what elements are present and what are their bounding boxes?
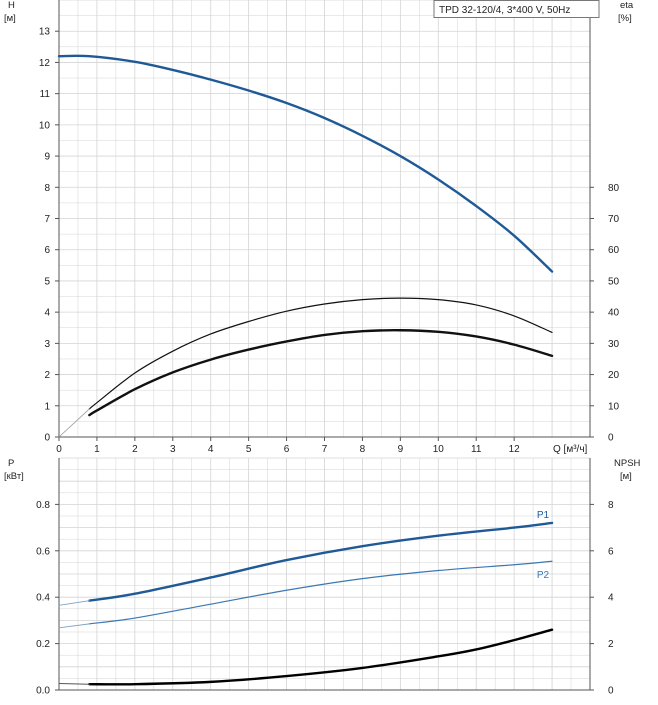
curve-p1_ext: [58, 600, 90, 606]
x-tick-label: 1: [94, 444, 100, 455]
left-tick-label: 2: [44, 370, 50, 381]
right-tick-label: 2: [608, 639, 614, 650]
x-tick-label: 8: [360, 444, 366, 455]
left-tick-label: 3: [44, 339, 50, 350]
x-tick-label: 7: [322, 444, 328, 455]
right-tick-label: 8: [608, 500, 614, 511]
x-tick-label: 2: [132, 444, 138, 455]
right-tick-label: 30: [608, 339, 620, 350]
left-tick-label: 12: [39, 58, 51, 69]
right-axis-title: eta: [620, 0, 634, 11]
x-tick-label: 11: [471, 444, 482, 455]
series-label-p2: P2: [537, 570, 550, 581]
right-tick-label: 0: [608, 686, 614, 697]
curve-eta_total: [88, 329, 554, 417]
right-tick-label: 50: [608, 276, 620, 287]
right-axis-unit: [%]: [618, 13, 632, 24]
series-label-p1: P1: [537, 510, 550, 521]
curve-p1: [88, 521, 554, 602]
right-axis-title: NPSH: [614, 458, 641, 469]
left-tick-label: 10: [39, 120, 51, 131]
left-tick-label: 0.2: [36, 639, 50, 650]
left-tick-label: 0.8: [36, 500, 50, 511]
x-tick-label: 0: [56, 444, 62, 455]
curve-npsh: [88, 628, 554, 686]
left-tick-label: 0: [44, 433, 50, 444]
x-tick-label: 6: [284, 444, 290, 455]
left-tick-label: 0.0: [36, 686, 50, 697]
left-tick-label: 5: [44, 276, 50, 287]
curve-eta_pump: [88, 297, 553, 410]
left-tick-label: 8: [44, 183, 50, 194]
left-axis-title: P: [8, 458, 14, 469]
x-tick-label: 12: [509, 444, 521, 455]
right-tick-label: 70: [608, 214, 620, 225]
left-axis-unit: [м]: [4, 13, 16, 24]
curve-eta_ext: [58, 408, 90, 438]
right-axis-unit: [м]: [620, 471, 632, 482]
right-tick-label: 0: [608, 433, 614, 444]
left-tick-label: 0.6: [36, 546, 50, 557]
left-tick-label: 11: [40, 89, 51, 100]
right-tick-label: 40: [608, 308, 620, 319]
right-tick-label: 80: [608, 183, 620, 194]
curve-npsh_ext: [58, 683, 90, 685]
x-tick-label: 4: [208, 444, 214, 455]
left-tick-label: 1: [44, 401, 50, 412]
left-tick-label: 9: [44, 152, 50, 163]
left-tick-label: 13: [39, 27, 51, 38]
title-box: [433, 0, 600, 18]
curve-p2_ext: [58, 623, 90, 629]
chart-title: TPD 32-120/4, 3*400 V, 50Hz: [439, 5, 570, 16]
left-axis-title: H: [8, 0, 15, 11]
x-tick-label: 10: [433, 444, 445, 455]
x-tick-label: 5: [246, 444, 252, 455]
x-tick-label: 3: [170, 444, 176, 455]
left-tick-label: 4: [44, 308, 50, 319]
left-tick-label: 7: [44, 214, 50, 225]
right-tick-label: 4: [608, 593, 614, 604]
left-axis-unit: [кВт]: [4, 471, 24, 482]
right-tick-label: 20: [608, 370, 620, 381]
right-tick-label: 10: [608, 401, 620, 412]
x-tick-label: 9: [398, 444, 404, 455]
left-tick-label: 0.4: [36, 593, 50, 604]
right-tick-label: 60: [608, 245, 620, 256]
left-tick-label: 6: [44, 245, 50, 256]
right-tick-label: 6: [608, 546, 614, 557]
curve-head: [57, 54, 554, 273]
x-axis-title: Q [м³/ч]: [553, 444, 588, 455]
curve-p2: [88, 560, 553, 625]
